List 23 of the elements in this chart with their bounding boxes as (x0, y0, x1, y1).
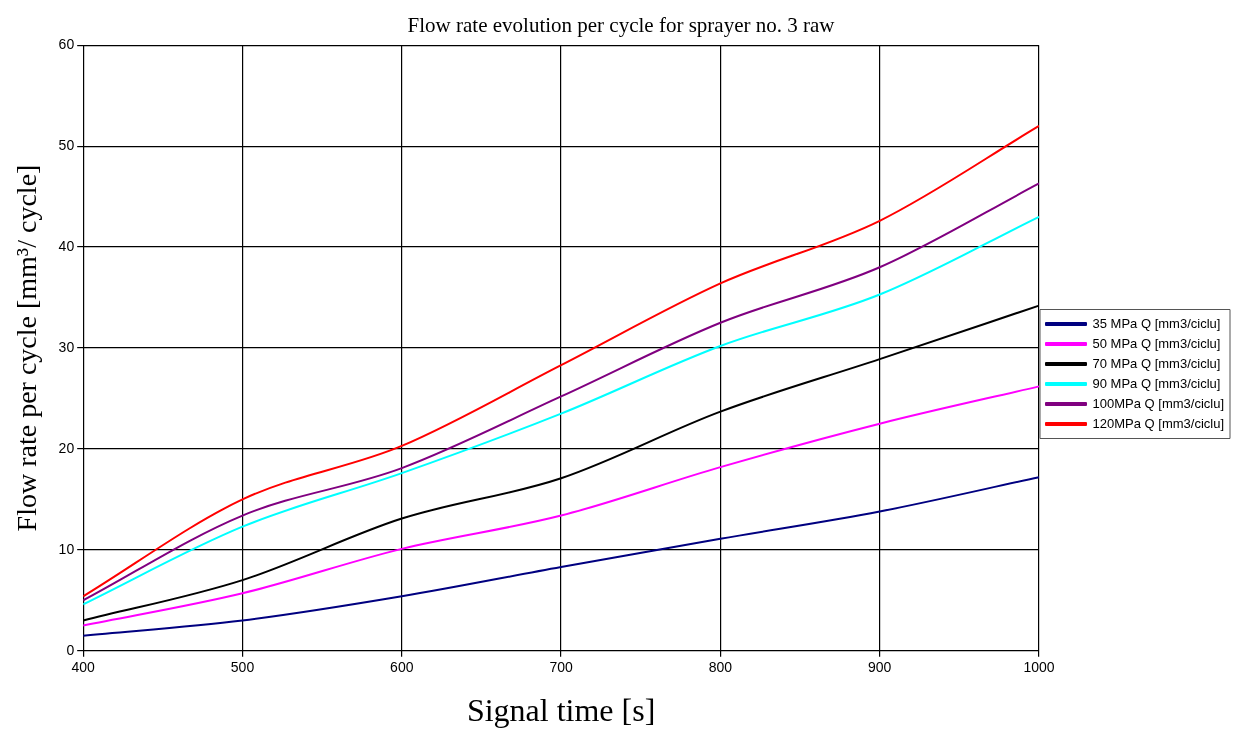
x-tick-label: 600 (390, 659, 414, 676)
x-tick-label: 1000 (1023, 659, 1055, 676)
legend-label: 70 MPa Q [mm3/ciclu] (1092, 355, 1221, 371)
x-tick-label: 400 (71, 659, 96, 676)
y-tick-label: 20 (58, 439, 75, 456)
legend-label: 50 MPa Q [mm3/ciclu] (1092, 335, 1221, 351)
y-tick-label: 50 (58, 136, 75, 153)
y-axis-title: Flow rate per cycle [mm³/ cycle] (11, 164, 43, 532)
x-tick-label: 500 (230, 659, 255, 676)
legend-label: 100MPa Q [mm3/ciclu] (1092, 395, 1225, 411)
y-tick-label: 60 (58, 36, 75, 53)
x-tick-label: 900 (868, 659, 892, 676)
y-tick-label: 10 (58, 540, 75, 557)
y-tick-label: 0 (66, 641, 75, 658)
legend-label: 90 MPa Q [mm3/ciclu] (1092, 375, 1221, 391)
chart-title: Flow rate evolution per cycle for sprayer no. 3 raw (407, 13, 836, 38)
x-tick-label: 800 (708, 659, 733, 676)
y-tick-label: 40 (58, 237, 75, 254)
legend-label: 120MPa Q [mm3/ciclu] (1092, 415, 1225, 431)
y-tick-label: 30 (58, 338, 75, 355)
legend-label: 35 MPa Q [mm3/ciclu] (1092, 315, 1221, 331)
x-tick-label: 700 (549, 659, 573, 676)
x-axis-title: Signal time [s] (466, 692, 656, 729)
